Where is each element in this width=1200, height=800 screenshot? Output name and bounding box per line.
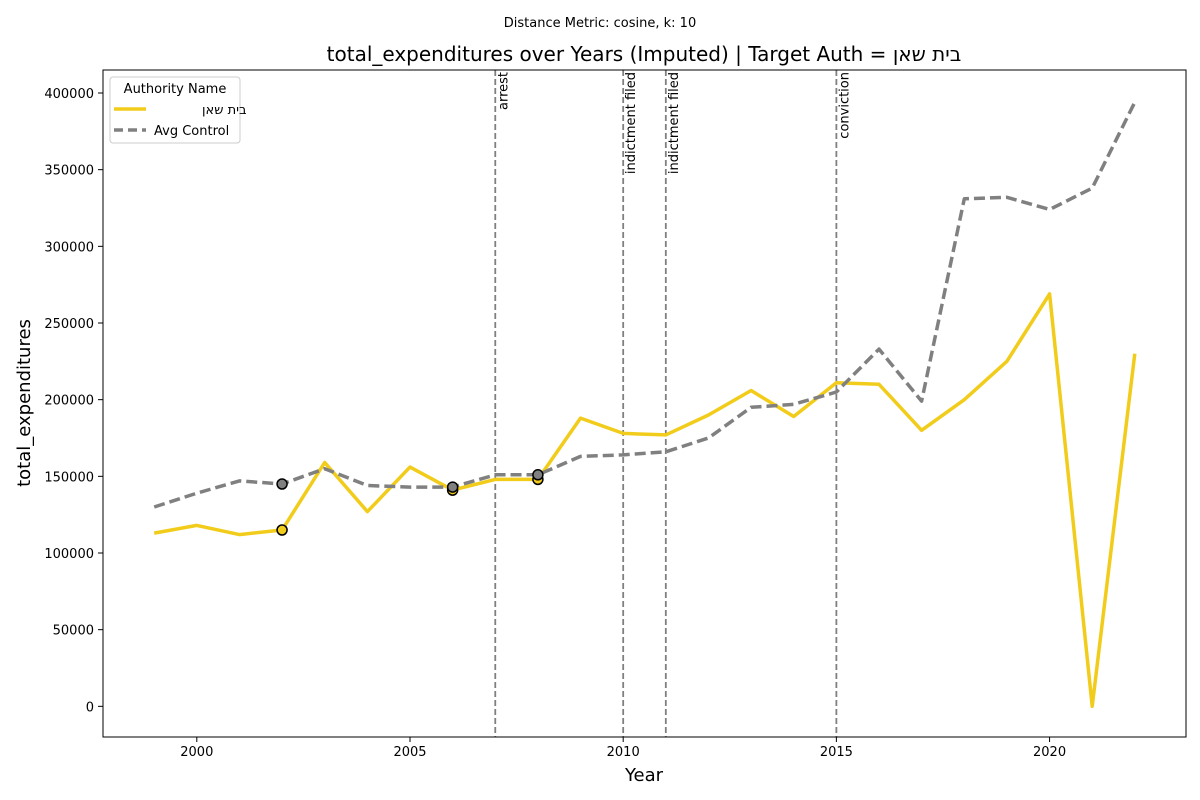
imputed-point-marker [276, 524, 288, 536]
legend-label-control: Avg Control [154, 124, 229, 139]
x-tick-label: 2020 [1033, 745, 1066, 760]
y-tick-label: 0 [86, 700, 94, 715]
legend-box [109, 76, 241, 144]
control-series-line [153, 101, 1137, 509]
x-tick-label: 2015 [820, 745, 853, 760]
y-tick-label: 250000 [44, 317, 94, 332]
plot-frame [102, 69, 1187, 738]
imputed-point-marker [276, 478, 288, 490]
event-label: arrest [496, 72, 511, 110]
x-axis-label: Year [624, 765, 664, 786]
y-tick-label: 300000 [44, 240, 94, 255]
x-tick-label: 2000 [180, 745, 213, 760]
y-tick-label: 50000 [53, 624, 94, 639]
chart-title: total_expenditures over Years (Imputed) … [327, 42, 962, 66]
event-label: conviction [837, 72, 852, 139]
imputed-point-marker [446, 481, 459, 493]
axes: 2000 2005 2010 2015 2020 0 50000 100000 150000 20… [44, 87, 1066, 760]
y-tick-label: 100000 [44, 547, 94, 562]
x-tick-label: 2005 [393, 745, 426, 760]
legend-title: Authority Name [124, 82, 227, 97]
event-label: indictment filed [624, 72, 639, 174]
x-tick-label: 2010 [607, 745, 640, 760]
imputed-point-marker [532, 469, 544, 481]
y-tick-label: 200000 [44, 394, 94, 409]
legend-label-target: בית שאן [202, 103, 247, 118]
y-tick-label: 350000 [44, 164, 94, 179]
target-series-line [153, 292, 1137, 709]
plot-area: arrest indictment filed indictment filed co… [153, 70, 1137, 737]
chart-suptitle: Distance Metric: cosine, k: 10 [504, 16, 696, 31]
y-tick-label: 400000 [44, 87, 94, 102]
event-label: indictment filed [667, 72, 682, 174]
y-tick-label: 150000 [44, 470, 94, 485]
legend: Authority Name בית שאן Avg Control [109, 76, 247, 144]
y-axis-label: total_expenditures [14, 319, 35, 487]
